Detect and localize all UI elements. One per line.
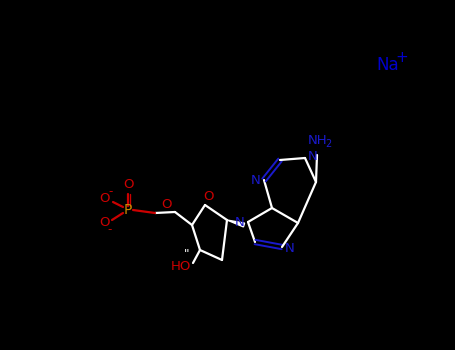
Text: N: N xyxy=(308,150,318,163)
Text: O: O xyxy=(124,178,134,191)
Text: N: N xyxy=(251,175,261,188)
Text: NH: NH xyxy=(308,133,328,147)
Text: O: O xyxy=(162,197,172,210)
Polygon shape xyxy=(227,220,245,227)
Text: O: O xyxy=(99,217,109,230)
Text: N: N xyxy=(285,243,295,256)
Text: +: + xyxy=(396,49,409,64)
Text: N: N xyxy=(235,217,245,230)
Text: 2: 2 xyxy=(325,139,331,149)
Text: O: O xyxy=(100,193,110,205)
Text: HO: HO xyxy=(171,260,191,273)
Text: P: P xyxy=(124,203,132,217)
Text: O: O xyxy=(203,189,213,203)
Text: Na: Na xyxy=(377,56,399,74)
Text: '': '' xyxy=(184,247,190,260)
Text: -: - xyxy=(108,224,112,237)
Text: -: - xyxy=(109,186,113,198)
